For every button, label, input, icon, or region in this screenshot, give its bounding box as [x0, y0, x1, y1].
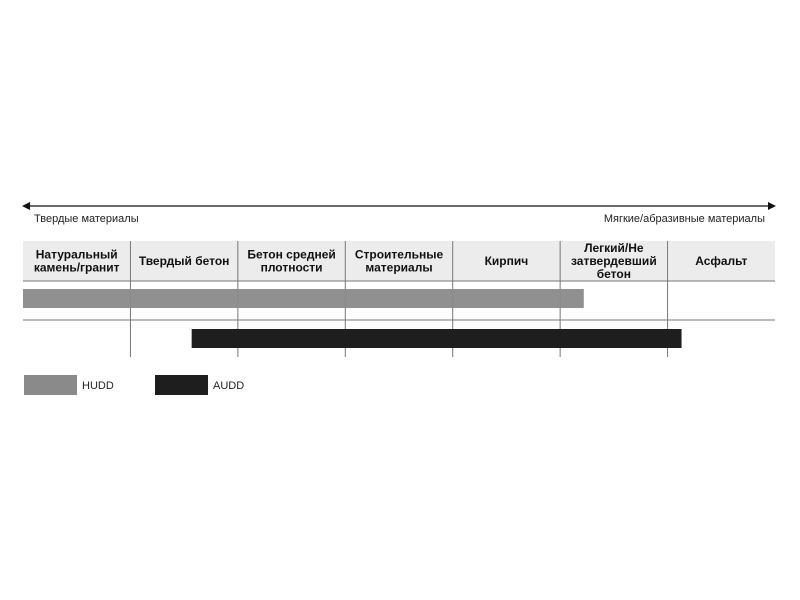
range-bar-audd: [191, 329, 682, 348]
legend-label: AUDD: [213, 380, 244, 392]
category-label: плотности: [261, 261, 323, 275]
category-label: Кирпич: [485, 254, 529, 268]
arrow-left-icon: [22, 202, 30, 210]
header-row: [23, 241, 775, 281]
category-label: Бетон средней: [247, 248, 335, 262]
arrow-right-icon: [768, 202, 776, 210]
legend-swatch-audd: [155, 375, 208, 395]
category-label: Твердый бетон: [139, 254, 230, 268]
category-label: затвердевший: [571, 254, 657, 268]
category-label: Легкий/Не: [584, 241, 644, 255]
axis-left-label: Твердые материалы: [34, 213, 139, 225]
category-label: камень/гранит: [34, 261, 120, 275]
category-label: Натуральный: [36, 248, 118, 262]
category-label: бетон: [597, 267, 631, 281]
legend-label: HUDD: [82, 380, 114, 392]
legend-swatch-hudd: [24, 375, 77, 395]
axis-right-label: Мягкие/абразивные материалы: [604, 213, 765, 225]
category-label: Строительные: [355, 248, 444, 262]
category-label: Асфальт: [695, 254, 747, 268]
range-bar-hudd: [23, 289, 584, 308]
category-label: материалы: [365, 261, 432, 275]
